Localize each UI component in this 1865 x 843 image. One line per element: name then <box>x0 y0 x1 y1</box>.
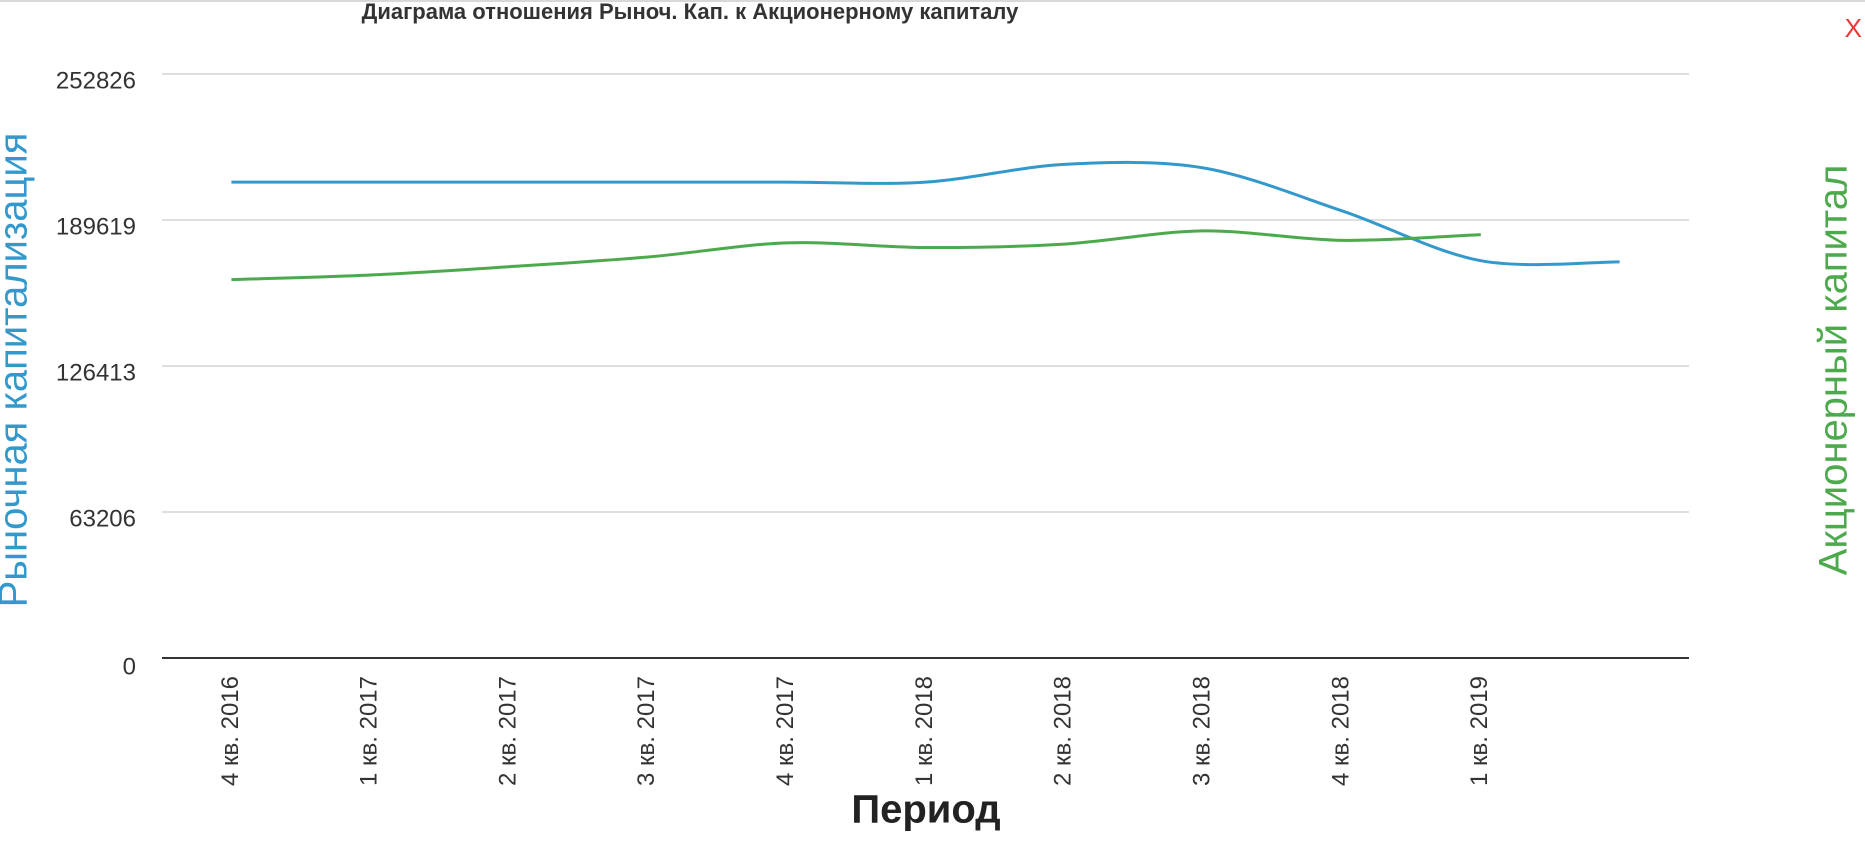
y-tick-label: 126413 <box>56 359 136 386</box>
x-tick-label: 3 кв. 2018 <box>1188 676 1215 786</box>
close-button[interactable]: X <box>1845 13 1862 43</box>
y-tick-label: 63206 <box>69 505 136 532</box>
x-tick-label: 1 кв. 2018 <box>911 676 938 786</box>
y-tick-label: 252826 <box>56 67 136 94</box>
y-tick-label: 189619 <box>56 213 136 240</box>
line-series <box>231 229 1481 282</box>
x-axis-label: Период <box>851 788 1000 832</box>
x-tick-label: 3 кв. 2017 <box>633 676 660 786</box>
x-tick-label: 4 кв. 2018 <box>1327 676 1354 786</box>
y2-axis-label: Акционерный капитал <box>1812 165 1856 576</box>
y-axis-label: Рыночная капитализация <box>0 133 36 608</box>
line-series <box>231 160 1620 267</box>
x-tick-label: 4 кв. 2016 <box>217 676 244 786</box>
chart-title: Диаграма отношения Рыноч. Кап. к Акционе… <box>362 0 1019 24</box>
x-tick-label: 1 кв. 2019 <box>1466 676 1493 786</box>
x-tick-label: 2 кв. 2018 <box>1050 676 1077 786</box>
x-tick-label: 1 кв. 2017 <box>356 676 383 786</box>
x-tick-label: 2 кв. 2017 <box>494 676 521 786</box>
x-tick-label: 4 кв. 2017 <box>772 676 799 786</box>
y-tick-label: 0 <box>123 653 136 680</box>
